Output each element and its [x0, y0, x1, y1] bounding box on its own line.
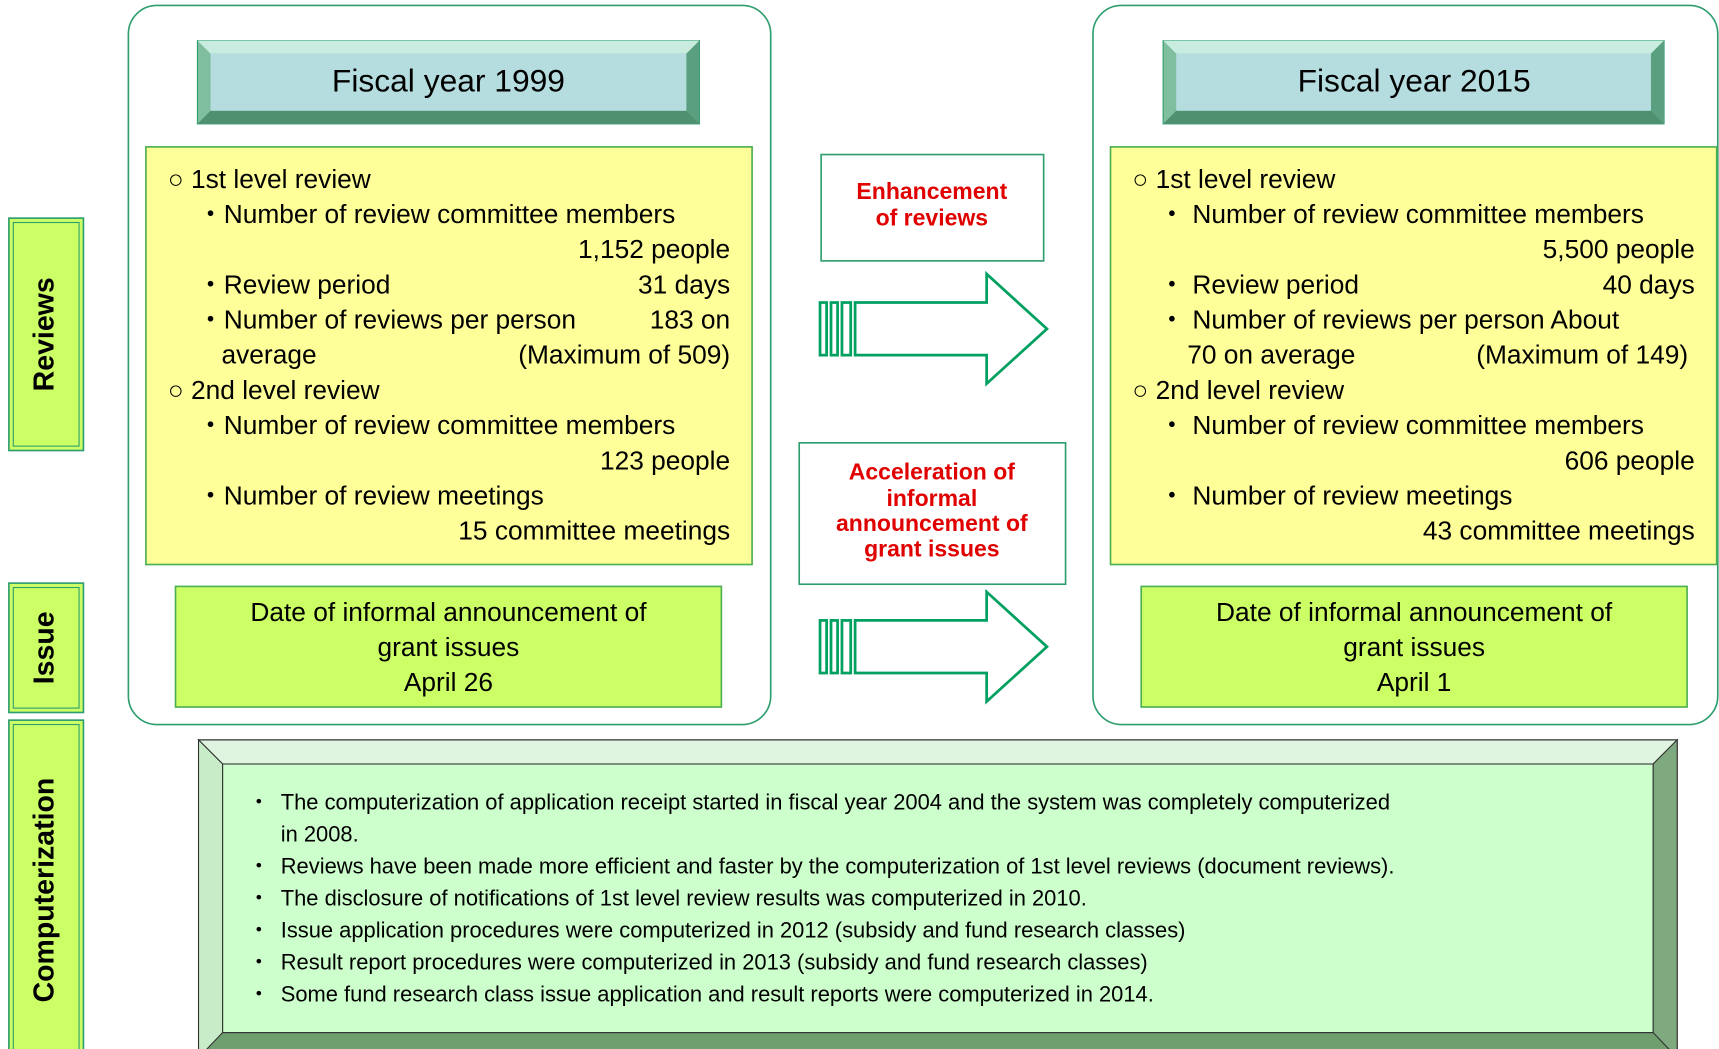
review-box-left	[145, 146, 753, 566]
arrow-label: informal	[886, 485, 977, 511]
bullet: ・	[248, 885, 270, 910]
arrow-label: Enhancement	[856, 178, 1007, 204]
computerization-text: The disclosure of notifications of 1st l…	[281, 885, 1087, 910]
computerization-box	[197, 738, 1679, 1049]
title-box-right	[1162, 40, 1665, 125]
arrow	[818, 270, 1049, 387]
review-text: ・ Number of review committee members	[1159, 410, 1644, 440]
issue-text: Date of informal announcement of	[1216, 597, 1613, 627]
issue-box-left	[174, 585, 723, 708]
side-label: Computerization	[29, 778, 61, 1003]
review-text: ・Review period	[197, 269, 390, 299]
bullet: ・	[248, 917, 270, 942]
computerization-text: Result report procedures were computeriz…	[281, 949, 1148, 974]
review-value: 31 days	[638, 269, 730, 299]
side-label-box	[8, 217, 85, 1049]
arrow-label: of reviews	[876, 204, 989, 230]
review-value: 183 on	[650, 305, 730, 335]
review-box-right	[1109, 146, 1718, 566]
review-text: average	[222, 340, 317, 370]
issue-box-right	[1140, 585, 1688, 708]
computerization-text: in 2008.	[281, 821, 359, 846]
arrow-label-box	[798, 442, 1067, 586]
review-text: ・Number of reviews per person	[197, 305, 576, 335]
bullet: ・	[248, 981, 270, 1006]
review-value: (Maximum of 149)	[1476, 340, 1688, 370]
review-text: ○ 2nd level review	[168, 375, 381, 405]
review-text: ・ Review period	[1159, 269, 1359, 299]
arrow-label: grant issues	[864, 535, 1000, 561]
bullet: ・	[248, 949, 270, 974]
issue-text: April 26	[404, 667, 493, 697]
year-title: Fiscal year 2015	[1298, 63, 1531, 99]
arrow-label-box	[820, 153, 1045, 262]
issue-text: Date of informal announcement of	[250, 597, 647, 627]
review-text: ・ Number of review meetings	[1159, 480, 1513, 510]
arrow	[818, 588, 1049, 705]
review-text: ・Number of review committee members	[197, 410, 675, 440]
review-text: ・ Number of reviews per person About	[1159, 305, 1620, 335]
review-text: ○ 1st level review	[1132, 164, 1336, 194]
review-value: 40 days	[1603, 269, 1695, 299]
side-label: Issue	[29, 611, 61, 684]
arrow-label: announcement of	[836, 510, 1028, 536]
computerization-text: The computerization of application recei…	[281, 789, 1390, 814]
review-value: 43 committee meetings	[1423, 516, 1695, 546]
bullet: ・	[248, 853, 270, 878]
review-text: ・Number of review meetings	[197, 480, 543, 510]
computerization-text: Issue application procedures were comput…	[281, 917, 1186, 942]
review-value: 15 committee meetings	[458, 516, 730, 546]
year-title: Fiscal year 1999	[332, 63, 565, 99]
review-value: 606 people	[1565, 445, 1695, 475]
bullet: ・	[248, 789, 270, 814]
computerization-text: Reviews have been made more efficient an…	[281, 853, 1395, 878]
review-text: ・ Number of review committee members	[1159, 199, 1644, 229]
review-text: ・Number of review committee members	[197, 199, 675, 229]
computerization-text: Some fund research class issue applicati…	[281, 981, 1154, 1006]
review-text: ○ 2nd level review	[1132, 375, 1345, 405]
arrow-label: Acceleration of	[849, 459, 1015, 485]
review-value: (Maximum of 509)	[518, 340, 730, 370]
review-text: ○ 1st level review	[168, 164, 372, 194]
review-text: 70 on average	[1187, 340, 1355, 370]
issue-text: April 1	[1377, 667, 1452, 697]
issue-text: grant issues	[1343, 632, 1485, 662]
side-label: Reviews	[29, 277, 61, 391]
review-value: 5,500 people	[1543, 234, 1695, 264]
issue-text: grant issues	[378, 632, 520, 662]
review-value: 1,152 people	[578, 234, 730, 264]
title-box-left	[196, 40, 701, 125]
review-value: 123 people	[600, 445, 730, 475]
